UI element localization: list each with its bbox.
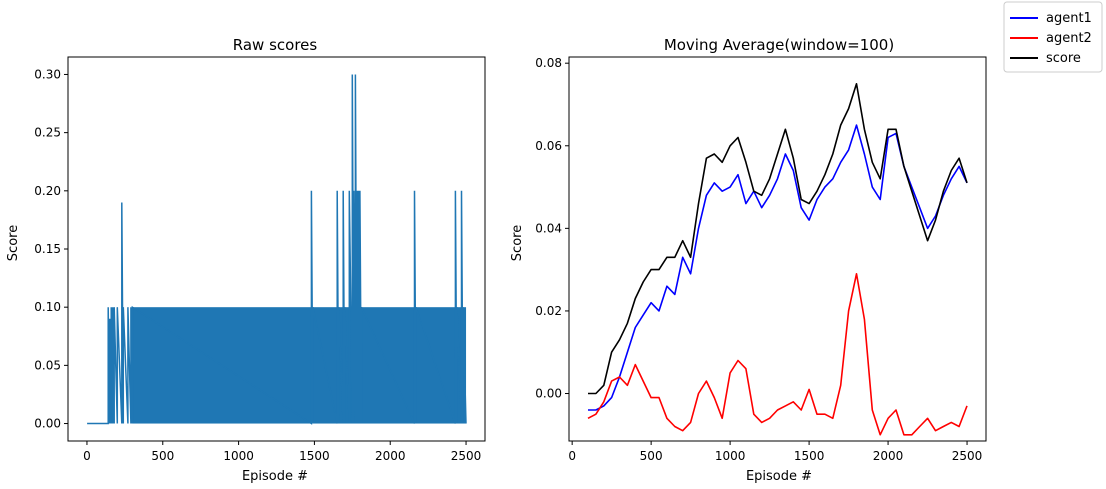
- legend-label-agent2: agent2: [1046, 31, 1092, 46]
- moving-average-x-tick-label: 500: [640, 449, 663, 463]
- raw-scores-plot-area: [87, 74, 467, 425]
- moving-average-axes-frame: [568, 56, 987, 442]
- raw-scores-dense-band: [132, 307, 467, 424]
- raw-scores-line: [87, 74, 467, 425]
- raw-scores-y-tick-label: 0.10: [34, 300, 61, 314]
- moving-average-x-axis-label: Episode #: [746, 469, 812, 484]
- raw-scores-y-tick-label: 0.00: [34, 417, 61, 431]
- raw-scores-x-tick-label: 500: [151, 449, 174, 463]
- moving-average-y-tick-label: 0.00: [535, 387, 562, 401]
- raw-scores-y-axis-label: Score: [6, 225, 21, 261]
- series-line-agent1: [588, 124, 968, 411]
- moving-average-y-tick-label: 0.06: [535, 139, 562, 153]
- raw-scores-chart: Raw scores Episode # Score 0 500 1000 1500 2…: [6, 36, 486, 484]
- raw-scores-x-tick-label: 2000: [375, 449, 406, 463]
- legend-label-agent1: agent1: [1046, 11, 1092, 26]
- raw-scores-x-tick-label: 0: [83, 449, 91, 463]
- moving-average-x-tick-label: 2000: [873, 449, 904, 463]
- raw-scores-y-tick-label: 0.15: [34, 242, 61, 256]
- raw-scores-y-tick-label: 0.30: [34, 67, 61, 81]
- moving-average-x-tick-label: 2500: [952, 449, 983, 463]
- raw-scores-x-tick-label: 1000: [223, 449, 254, 463]
- moving-average-y-axis-label: Score: [510, 225, 525, 261]
- raw-scores-y-tick-label: 0.25: [34, 126, 61, 140]
- raw-scores-y-tick-label: 0.20: [34, 184, 61, 198]
- raw-scores-y-tick-label: 0.05: [34, 358, 61, 372]
- series-line-agent2: [587, 272, 968, 436]
- moving-average-x-tick-label: 1500: [794, 449, 825, 463]
- legend-frame: [1003, 1, 1103, 73]
- moving-average-x-tick-label: 0: [568, 449, 576, 463]
- raw-scores-x-tick-label: 1500: [299, 449, 330, 463]
- legend-label-score: score: [1046, 51, 1081, 66]
- series-line-score: [588, 83, 968, 395]
- moving-average-chart: Moving Average(window=100) Episode # Sco…: [510, 36, 987, 484]
- raw-scores-title: Raw scores: [233, 36, 318, 54]
- moving-average-y-tick-label: 0.08: [535, 56, 562, 70]
- moving-average-y-tick-label: 0.04: [535, 221, 562, 235]
- legend: agent1 agent2 score: [1003, 1, 1103, 73]
- moving-average-plot-area: [587, 83, 968, 436]
- moving-average-y-tick-label: 0.02: [535, 304, 562, 318]
- moving-average-title: Moving Average(window=100): [664, 36, 894, 54]
- raw-scores-x-tick-label: 2500: [451, 449, 482, 463]
- raw-scores-x-axis-label: Episode #: [242, 469, 308, 484]
- moving-average-x-tick-label: 1000: [715, 449, 746, 463]
